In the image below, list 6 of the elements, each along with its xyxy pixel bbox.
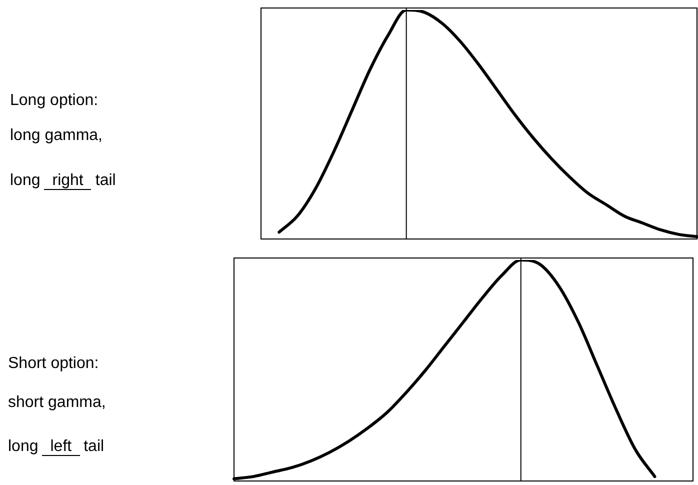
text: short gamma, <box>8 394 106 412</box>
text: Long option: <box>10 92 98 110</box>
text: Short option: <box>8 355 99 373</box>
text: long left tail <box>8 438 104 456</box>
text: long gamma, <box>10 127 102 145</box>
text: long right tail <box>10 172 116 190</box>
